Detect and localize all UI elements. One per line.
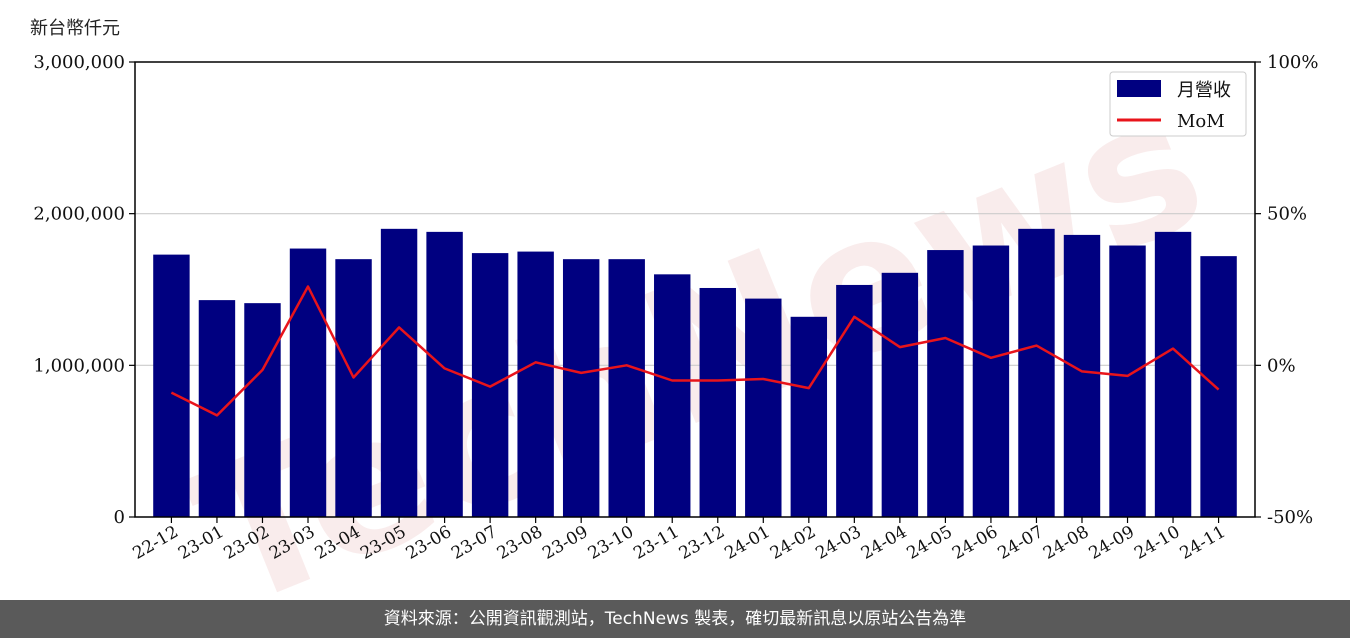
- left-y-tick-label: 0: [114, 507, 125, 528]
- plot-frame: [134, 61, 1256, 518]
- legend-bar-label: 月營收: [1177, 80, 1231, 101]
- bar: [1109, 245, 1146, 517]
- right-y-tick-label: 100%: [1267, 52, 1318, 73]
- bar: [153, 254, 190, 517]
- x-tick-label: 24-05: [903, 522, 955, 564]
- bar: [972, 245, 1010, 517]
- bar: [517, 251, 554, 518]
- bar: [471, 253, 509, 517]
- bar: [790, 316, 828, 517]
- mom-line-series: [170, 285, 1220, 417]
- bar: [1063, 234, 1101, 517]
- right-y-tick-label: 50%: [1267, 204, 1307, 225]
- legend-line-label: MoM: [1177, 111, 1225, 132]
- right-y-tick-label: -50%: [1267, 507, 1313, 528]
- bar: [1018, 228, 1055, 518]
- bar: [1200, 256, 1237, 517]
- left-y-tick-label: 2,000,000: [33, 204, 125, 225]
- left-y-tick-label: 3,000,000: [33, 52, 125, 73]
- x-tick-label: 24-11: [1177, 522, 1229, 564]
- bar: [335, 259, 372, 517]
- bar: [836, 284, 873, 517]
- legend-bar-swatch: [1117, 80, 1161, 97]
- bar-series: [153, 228, 1237, 518]
- left-y-axis: 0 1,000,000 2,000,000 3,000,000: [33, 52, 135, 528]
- left-y-tick-label: 1,000,000: [33, 355, 125, 376]
- x-tick-label: 24-04: [858, 522, 910, 564]
- bar: [881, 272, 919, 517]
- mom-line: [170, 285, 1220, 417]
- bar: [699, 287, 736, 517]
- right-y-tick-label: 0%: [1267, 355, 1296, 376]
- bar: [745, 298, 782, 517]
- x-tick-label: 23-12: [676, 522, 728, 564]
- bar: [608, 259, 645, 517]
- x-tick-label: 24-01: [721, 522, 773, 564]
- x-tick-label: 24-10: [1131, 522, 1183, 564]
- legend: 月營收 MoM: [1109, 71, 1247, 137]
- y-axis-unit-label: 新台幣仟元: [30, 18, 120, 39]
- bar: [562, 259, 600, 517]
- x-tick-label: 24-06: [949, 522, 1001, 564]
- bar: [380, 228, 418, 518]
- bar: [289, 248, 327, 518]
- x-tick-label: 24-09: [1086, 522, 1138, 564]
- x-tick-label: 24-08: [1040, 522, 1092, 564]
- source-footer: 資料來源：公開資訊觀測站，TechNews 製表，確切最新訊息以原站公告為準: [0, 600, 1350, 638]
- bar: [244, 303, 281, 517]
- x-tick-label: 22-12: [129, 522, 181, 564]
- x-tick-label: 23-10: [585, 522, 637, 564]
- x-tick-label: 24-02: [767, 522, 819, 564]
- x-tick-label: 23-11: [630, 522, 682, 564]
- bar: [1154, 231, 1192, 517]
- right-y-axis: -50% 0% 50% 100%: [1255, 52, 1318, 528]
- bar: [654, 274, 691, 517]
- bar: [927, 250, 964, 518]
- x-tick-label: 24-07: [995, 522, 1047, 564]
- x-tick-label: 24-03: [812, 522, 864, 564]
